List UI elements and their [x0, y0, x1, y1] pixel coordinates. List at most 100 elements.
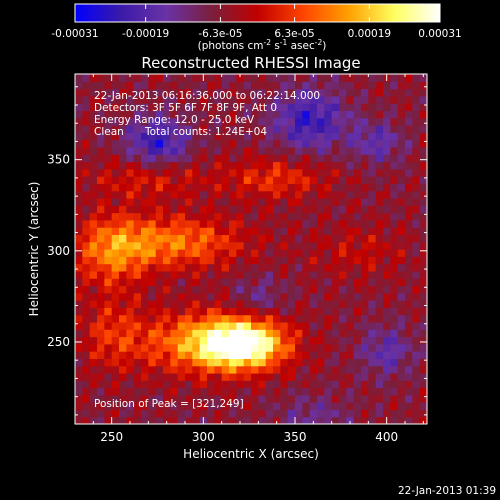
heatmap-cell	[119, 146, 127, 155]
heatmap-cell	[273, 110, 281, 119]
heatmap-cell	[185, 380, 193, 389]
heatmap-cell	[397, 372, 406, 381]
heatmap-cell	[111, 74, 120, 82]
heatmap-cell	[346, 416, 355, 424]
heatmap-cell	[397, 205, 406, 214]
heatmap-cell	[82, 234, 91, 243]
heatmap-cell	[273, 146, 281, 155]
heatmap-cell	[207, 270, 215, 279]
heatmap-cell	[199, 409, 208, 418]
heatmap-cell	[97, 241, 105, 250]
heatmap-cell	[317, 249, 325, 257]
heatmap-cell	[97, 132, 105, 141]
heatmap-cell	[119, 117, 127, 126]
heatmap-cell	[236, 241, 245, 250]
heatmap-cell	[111, 103, 120, 112]
heatmap-cell	[412, 270, 421, 279]
heatmap-cell	[82, 88, 91, 97]
heatmap-cell	[243, 219, 252, 228]
heatmap-cell	[368, 394, 377, 403]
heatmap-cell	[185, 416, 193, 424]
heatmap-cell	[104, 88, 113, 97]
heatmap-cell	[383, 117, 391, 126]
heatmap-cell	[361, 183, 369, 192]
heatmap-cell	[302, 88, 311, 97]
heatmap-cell	[141, 154, 149, 163]
heatmap-cell	[273, 270, 281, 279]
heatmap-cell	[89, 256, 98, 265]
heatmap-cell	[141, 321, 149, 330]
heatmap-cell	[177, 176, 186, 184]
heatmap-cell	[331, 343, 340, 352]
heatmap-cell	[397, 81, 406, 90]
heatmap-cell	[412, 329, 421, 338]
heatmap-cell	[273, 380, 281, 389]
heatmap-cell	[390, 110, 399, 119]
heatmap-cell	[375, 154, 384, 163]
heatmap-cell	[243, 285, 252, 294]
heatmap-cell	[148, 321, 157, 330]
heatmap-cell	[375, 95, 384, 104]
heatmap-cell	[265, 227, 274, 236]
heatmap-cell	[251, 394, 259, 403]
heatmap-cell	[346, 190, 355, 199]
heatmap-cell	[104, 110, 113, 119]
heatmap-cell	[221, 314, 230, 323]
heatmap-cell	[199, 300, 208, 308]
heatmap-cell	[251, 402, 259, 411]
heatmap-cell	[324, 110, 333, 119]
heatmap-cell	[133, 125, 142, 133]
heatmap-cell	[185, 190, 193, 199]
heatmap-cell	[302, 336, 311, 345]
heatmap-cell	[412, 358, 421, 367]
heatmap-cell	[361, 321, 369, 330]
heatmap-cell	[405, 249, 413, 257]
heatmap-cell	[89, 321, 98, 330]
heatmap-cell	[89, 132, 98, 141]
heatmap-cell	[251, 292, 259, 301]
heatmap-cell	[273, 351, 281, 359]
heatmap-cell	[258, 343, 267, 352]
heatmap-cell	[397, 74, 406, 82]
heatmap-cell	[97, 321, 105, 330]
heatmap-cell	[258, 372, 267, 381]
heatmap-cell	[390, 154, 399, 163]
y-tick-label: 300	[47, 244, 70, 258]
heatmap-cell	[397, 300, 406, 308]
heatmap-cell	[309, 125, 318, 133]
heatmap-cell	[346, 168, 355, 177]
heatmap-cell	[368, 278, 377, 287]
heatmap-cell	[302, 387, 311, 396]
heatmap-cell	[309, 343, 318, 352]
heatmap-cell	[390, 139, 399, 148]
heatmap-cell	[251, 81, 259, 90]
heatmap-cell	[207, 132, 215, 141]
heatmap-cell	[148, 285, 157, 294]
heatmap-cell	[280, 358, 289, 367]
heatmap-cell	[324, 183, 333, 192]
heatmap-cell	[97, 183, 105, 192]
heatmap-cell	[353, 372, 362, 381]
heatmap-cell	[199, 329, 208, 338]
heatmap-cell	[148, 307, 157, 316]
heatmap-cell	[353, 292, 362, 301]
heatmap-cell	[170, 146, 179, 155]
heatmap-cell	[390, 88, 399, 97]
heatmap-cell	[155, 372, 164, 381]
heatmap-cell	[397, 321, 406, 330]
heatmap-cell	[375, 409, 384, 418]
heatmap-cell	[221, 88, 230, 97]
heatmap-cell	[111, 168, 120, 177]
heatmap-cell	[229, 117, 237, 126]
heatmap-cell	[148, 351, 157, 359]
heatmap-cell	[295, 278, 303, 287]
heatmap-cell	[141, 110, 149, 119]
heatmap-cell	[177, 139, 186, 148]
heatmap-cell	[104, 314, 113, 323]
heatmap-cell	[397, 416, 406, 424]
heatmap-cell	[97, 394, 105, 403]
heatmap-cell	[280, 270, 289, 279]
heatmap-cell	[126, 249, 135, 257]
heatmap-cell	[119, 300, 127, 308]
heatmap-cell	[383, 343, 391, 352]
